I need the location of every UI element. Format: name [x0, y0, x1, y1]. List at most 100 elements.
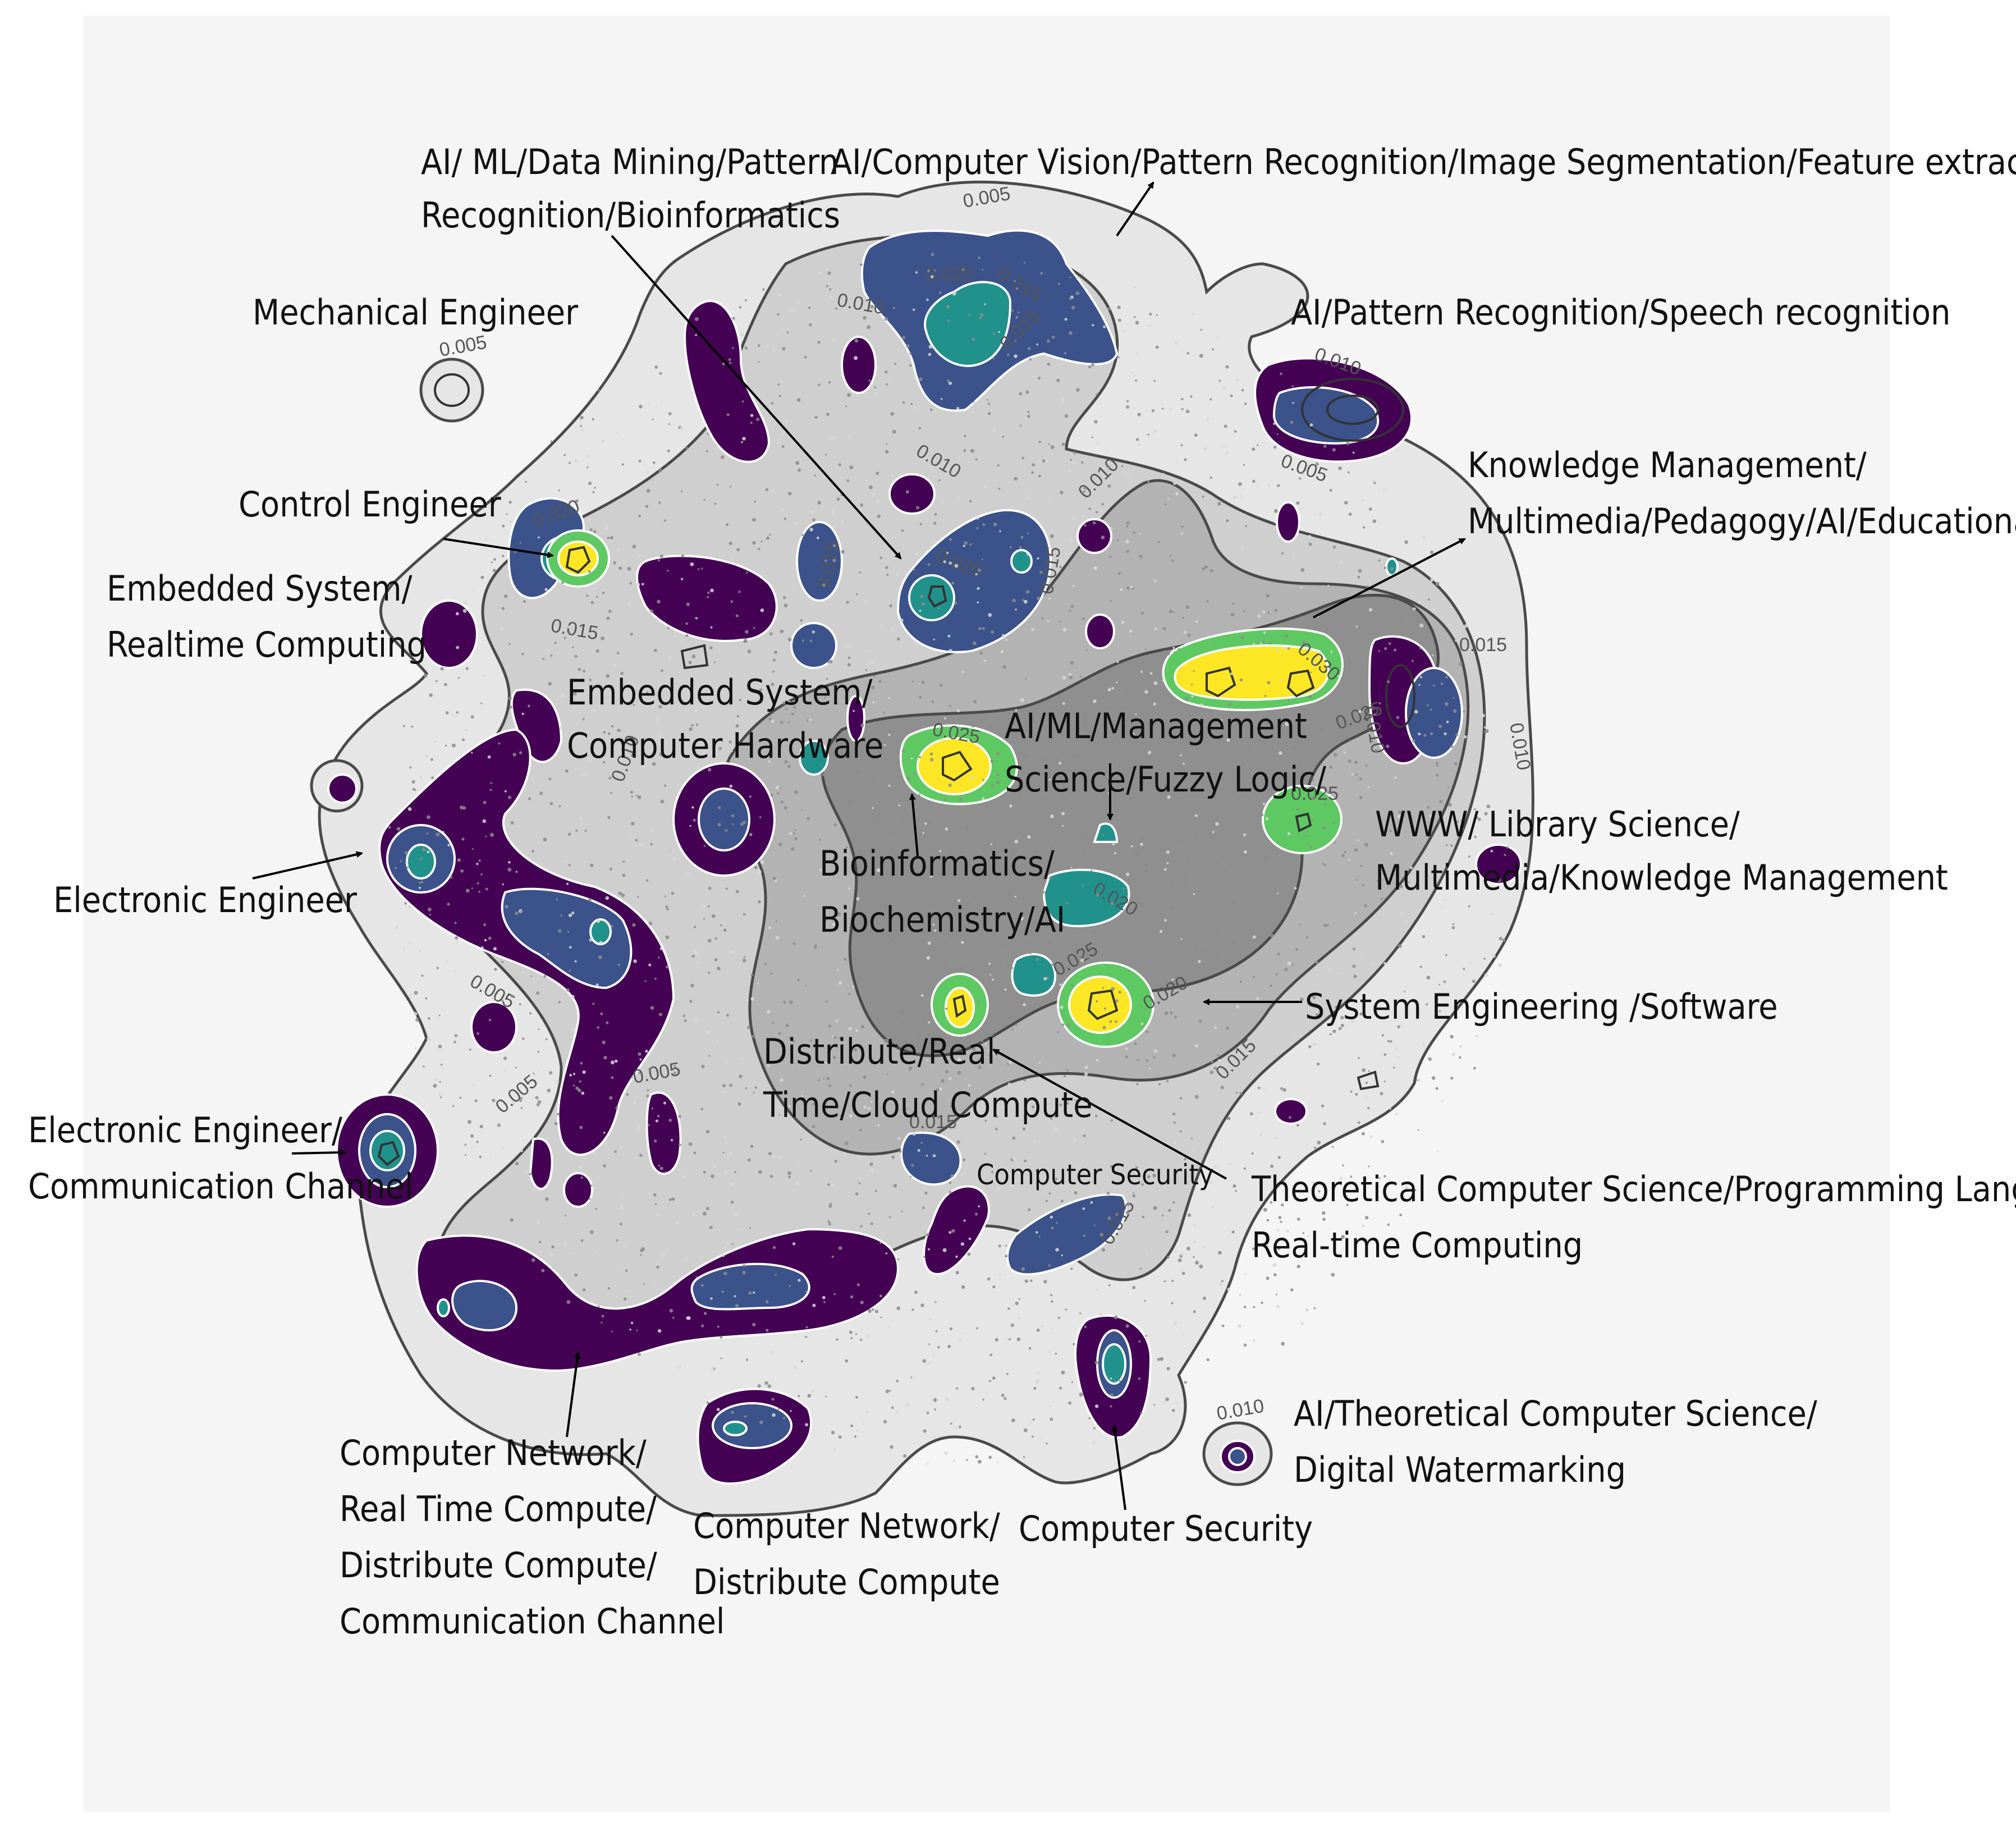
sample-point — [766, 1329, 769, 1332]
sample-point — [425, 754, 429, 758]
sample-point — [1410, 866, 1413, 869]
sample-point — [1069, 721, 1072, 724]
sample-point — [1028, 1092, 1031, 1094]
sample-point — [933, 1398, 937, 1402]
sample-point — [1194, 945, 1197, 948]
sample-point — [723, 1135, 727, 1139]
sample-point — [589, 938, 593, 942]
sample-point — [1180, 1097, 1183, 1100]
sample-point — [944, 717, 947, 720]
sample-point — [1280, 679, 1282, 681]
sample-point — [1108, 541, 1112, 545]
sample-point — [1162, 626, 1166, 631]
sample-point — [668, 1119, 672, 1122]
sample-point — [1047, 500, 1050, 502]
sample-point — [868, 1212, 870, 1215]
sample-point — [847, 656, 851, 660]
sample-point — [1129, 744, 1131, 746]
sample-point — [1243, 850, 1247, 854]
sample-point — [984, 1125, 987, 1128]
sample-point — [1206, 600, 1209, 603]
sample-point — [762, 1388, 764, 1391]
sample-point — [709, 1225, 713, 1229]
sample-point — [1326, 791, 1330, 795]
sample-point — [575, 1086, 579, 1090]
sample-point — [1270, 985, 1272, 987]
sample-point — [1020, 535, 1024, 539]
sample-point — [500, 626, 504, 631]
sample-point — [414, 991, 418, 995]
sample-point — [854, 1435, 857, 1438]
sample-point — [725, 1061, 728, 1064]
sample-point — [1444, 899, 1446, 901]
sample-point — [840, 1115, 842, 1117]
sample-point — [1102, 1025, 1106, 1029]
sample-point — [668, 1198, 672, 1201]
sample-point — [581, 428, 585, 432]
sample-point — [482, 819, 487, 823]
sample-point — [568, 631, 571, 634]
sample-point — [1355, 626, 1358, 628]
sample-point — [658, 468, 663, 473]
sample-point — [790, 308, 794, 312]
sample-point — [806, 719, 809, 722]
sample-point — [1088, 1417, 1091, 1420]
sample-point — [925, 819, 929, 823]
sample-point — [494, 968, 497, 971]
sample-point — [1162, 473, 1165, 476]
sample-point — [1183, 882, 1186, 886]
sample-point — [1214, 1026, 1217, 1029]
sample-point — [720, 455, 725, 459]
sample-point — [988, 1455, 992, 1459]
sample-point — [621, 438, 624, 441]
sample-point — [1417, 1129, 1419, 1131]
sample-point — [1467, 836, 1470, 839]
sample-point — [1109, 1020, 1112, 1023]
sample-point — [730, 950, 734, 954]
sample-point — [1459, 662, 1463, 666]
sample-point — [1463, 710, 1465, 713]
sample-point — [1180, 444, 1183, 447]
sample-point — [716, 1408, 720, 1412]
sample-point — [1126, 521, 1130, 525]
sample-point — [949, 1231, 952, 1234]
sample-point — [838, 1435, 842, 1439]
sample-point — [425, 997, 428, 1000]
sample-point — [825, 1395, 827, 1398]
sample-point — [580, 415, 584, 420]
sample-point — [1155, 1179, 1158, 1182]
sample-point — [638, 514, 641, 518]
sample-point — [812, 518, 815, 521]
sample-point — [722, 1084, 726, 1088]
sample-point — [869, 1162, 873, 1166]
sample-point — [836, 497, 840, 501]
sample-point — [910, 969, 913, 971]
sample-point — [934, 1301, 937, 1303]
sample-point — [812, 630, 815, 634]
sample-point — [1124, 692, 1128, 695]
sample-point — [615, 1106, 618, 1109]
sample-point — [421, 974, 424, 977]
sample-point — [1359, 1012, 1363, 1016]
sample-point — [753, 1292, 755, 1294]
sample-point — [1111, 686, 1115, 690]
sample-point — [597, 1305, 600, 1308]
sample-point — [550, 1253, 554, 1257]
sample-point — [1282, 1098, 1285, 1101]
sample-point — [1029, 358, 1032, 361]
sample-point — [970, 855, 973, 858]
sample-point — [579, 1165, 583, 1169]
sample-point — [1198, 960, 1201, 963]
sample-point — [1140, 611, 1144, 615]
sample-point — [766, 536, 769, 541]
sample-point — [1186, 352, 1189, 355]
sample-point — [706, 1401, 709, 1404]
sample-point — [1110, 1393, 1114, 1397]
sample-point — [873, 776, 876, 780]
sample-point — [549, 1071, 553, 1075]
sample-point — [1221, 1280, 1224, 1283]
sample-point — [1187, 859, 1190, 862]
sample-point — [1149, 1068, 1151, 1070]
sample-point — [791, 712, 794, 716]
sample-point — [929, 874, 933, 878]
